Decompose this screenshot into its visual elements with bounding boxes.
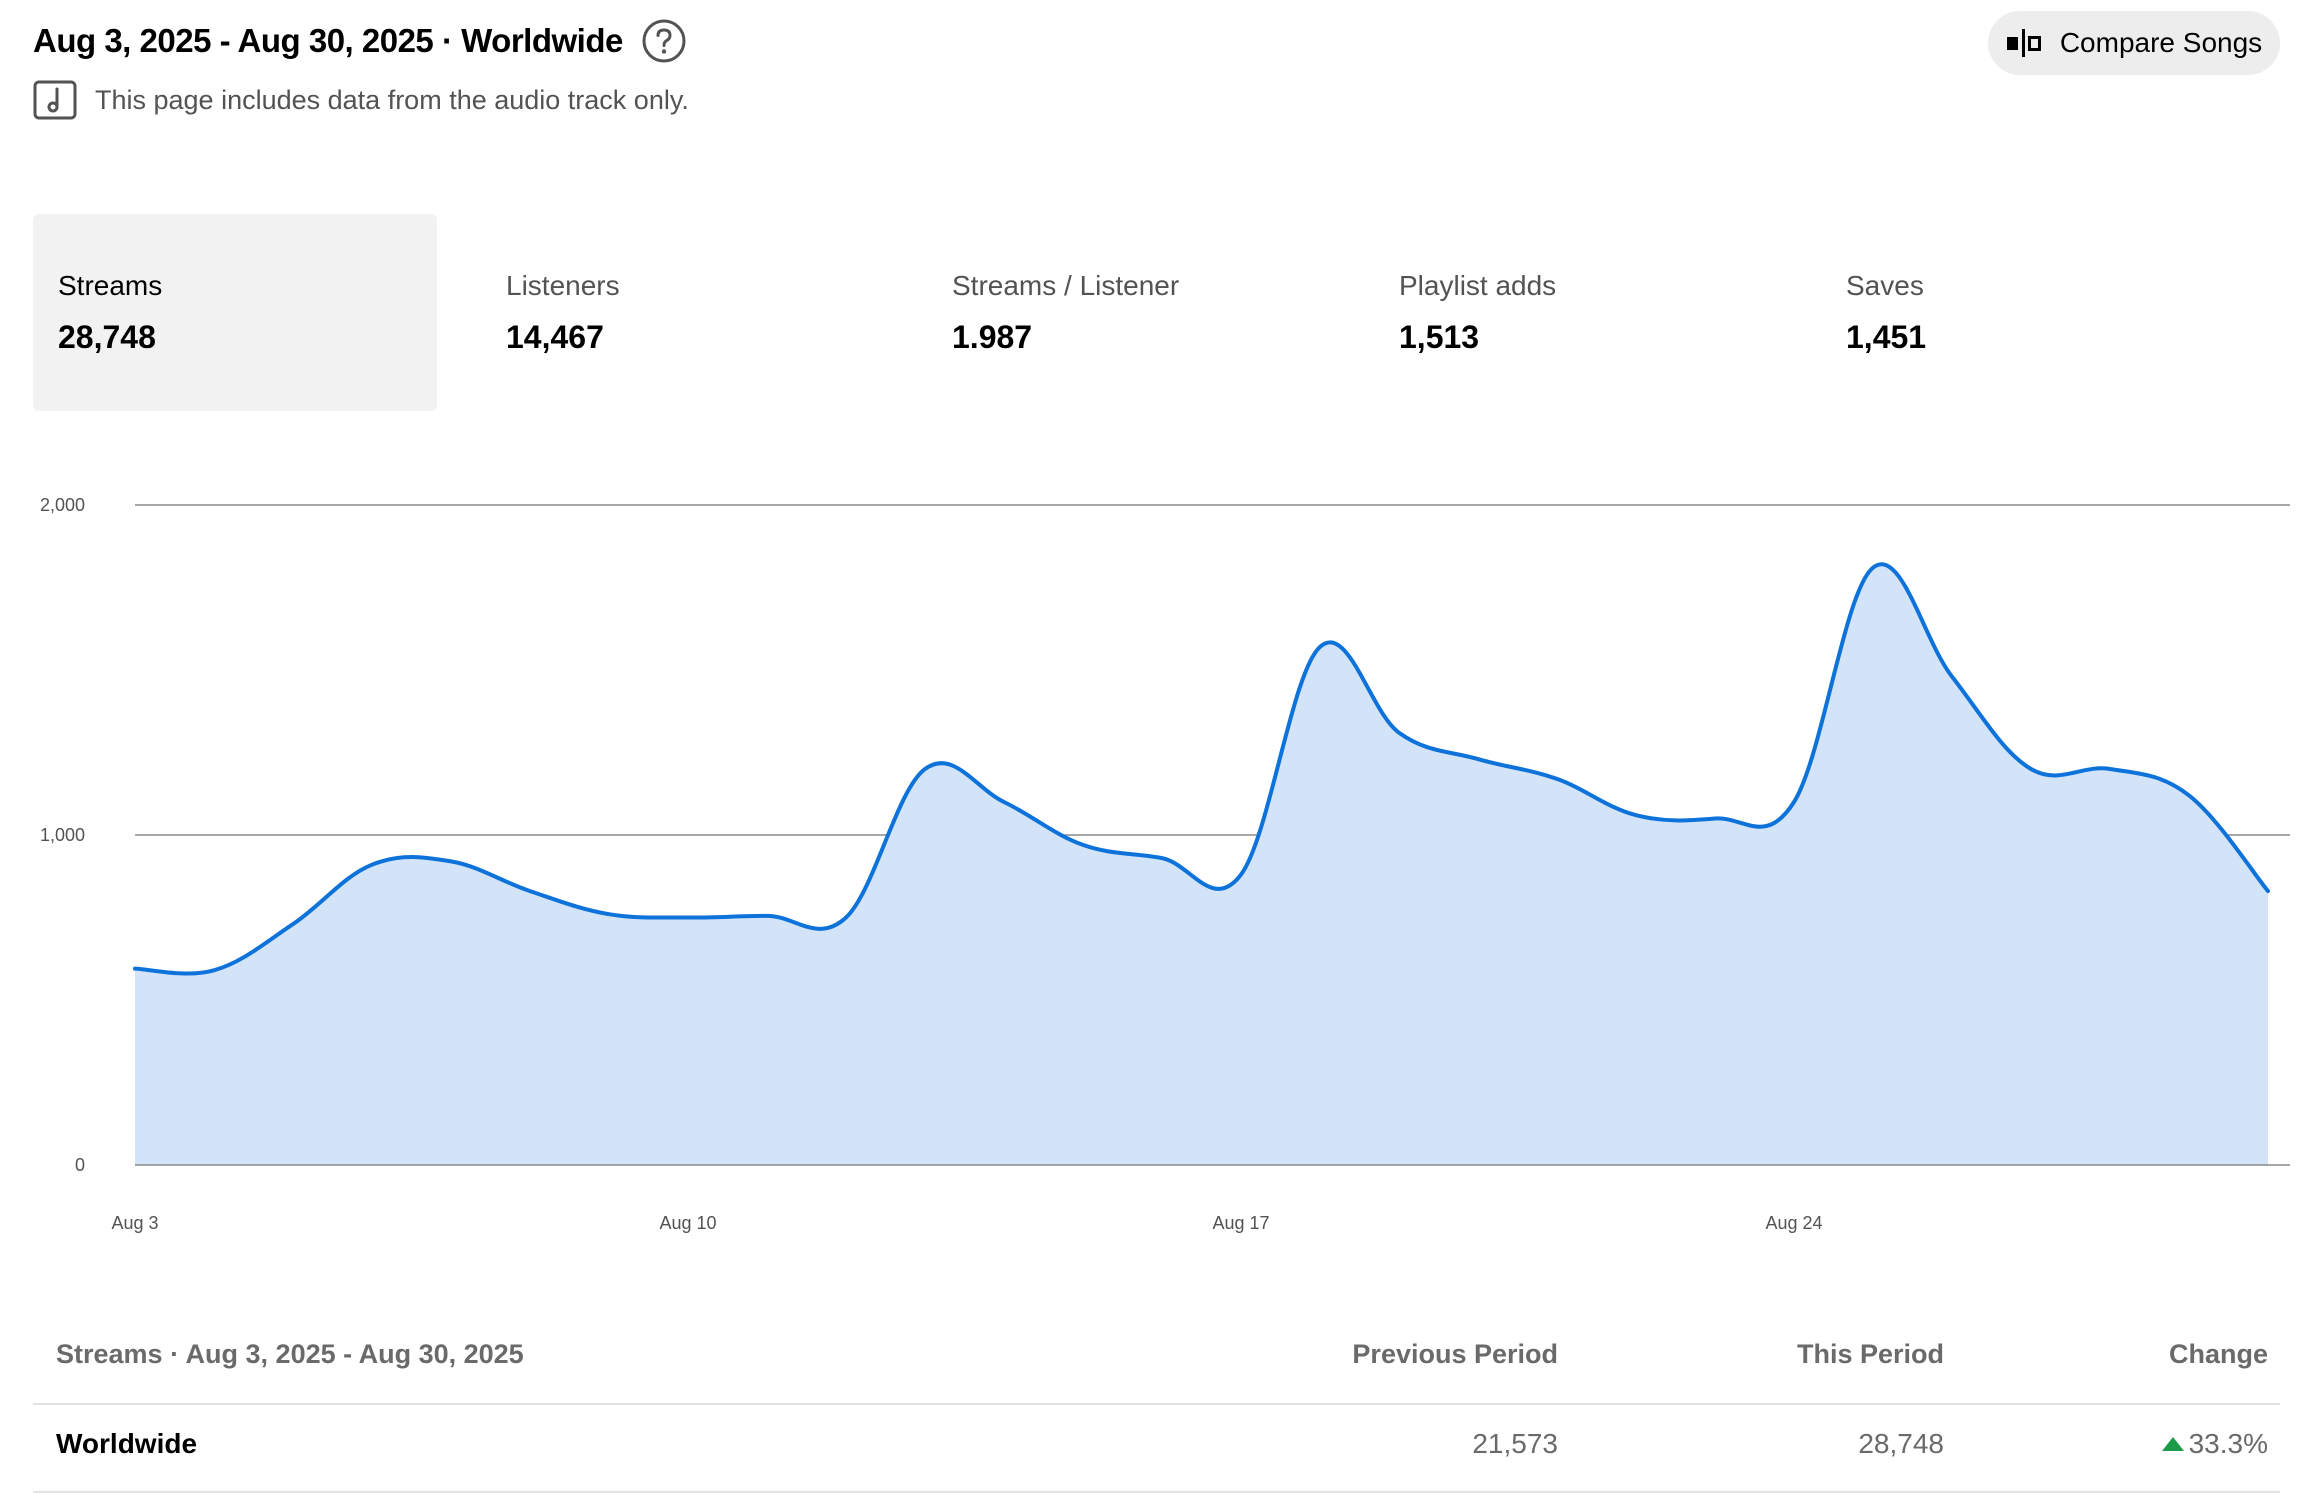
metric-label: Listeners [506,270,620,301]
metric-value: 28,748 [58,319,156,355]
y-tick-label: 0 [75,1155,85,1175]
row-change-value: 33.3% [2188,1428,2268,1459]
trend-up-icon [2161,1437,2184,1451]
metric-tab-playlist-adds[interactable]: Playlist adds 1,513 [1374,214,1778,411]
metric-tab-saves[interactable]: Saves 1,451 [1821,214,2225,411]
metric-value: 14,467 [506,319,604,355]
audio-track-icon [33,80,77,120]
compare-songs-button[interactable]: Compare Songs [1988,11,2280,75]
metric-value: 1,513 [1399,319,1480,355]
row-divider [33,1403,2280,1405]
row-this-period-value: 28,748 [1858,1428,1944,1459]
column-header-this-period: This Period [1796,1339,1944,1369]
x-tick-label: Aug 24 [1765,1213,1822,1233]
metric-tab-streams[interactable]: Streams 28,748 [33,214,437,411]
metric-label: Streams / Listener [952,270,1180,301]
audio-track-note: This page includes data from the audio t… [33,80,689,120]
streams-chart: 0 1,000 2,000 Aug 3 Aug 10 Aug 17 Aug 24 [40,495,2290,1233]
table-title: Streams · Aug 3, 2025 - Aug 30, 2025 [56,1339,524,1369]
metric-label: Streams [58,270,163,301]
streams-line [133,562,2270,976]
metric-tab-streams-per-listener[interactable]: Streams / Listener 1.987 [927,214,1331,411]
metric-value: 1,451 [1846,319,1927,355]
x-tick-label: Aug 3 [111,1213,158,1233]
x-tick-label: Aug 10 [659,1213,716,1233]
metric-tab-listeners[interactable]: Listeners 14,467 [481,214,885,411]
help-icon[interactable] [641,18,687,64]
row-region: Worldwide [56,1428,198,1459]
row-previous-value: 21,573 [1472,1428,1558,1459]
y-tick-label: 2,000 [40,495,85,515]
audio-track-note-text: This page includes data from the audio t… [95,85,689,115]
y-tick-label: 1,000 [40,825,85,845]
streams-area [135,564,2268,1165]
compare-icon [2006,29,2041,57]
page-title: Aug 3, 2025 - Aug 30, 2025 · Worldwide [33,18,687,64]
row-change: 33.3% [2000,1426,2268,1462]
metric-label: Playlist adds [1399,270,1557,301]
compare-songs-label: Compare Songs [2059,27,2263,58]
date-range-title: Aug 3, 2025 - Aug 30, 2025 · Worldwide [33,22,623,59]
metric-value: 1.987 [952,319,1033,355]
x-tick-label: Aug 17 [1212,1213,1269,1233]
column-header-previous: Previous Period [1352,1339,1558,1369]
column-header-change: Change [2168,1339,2268,1369]
metric-label: Saves [1846,270,1924,301]
